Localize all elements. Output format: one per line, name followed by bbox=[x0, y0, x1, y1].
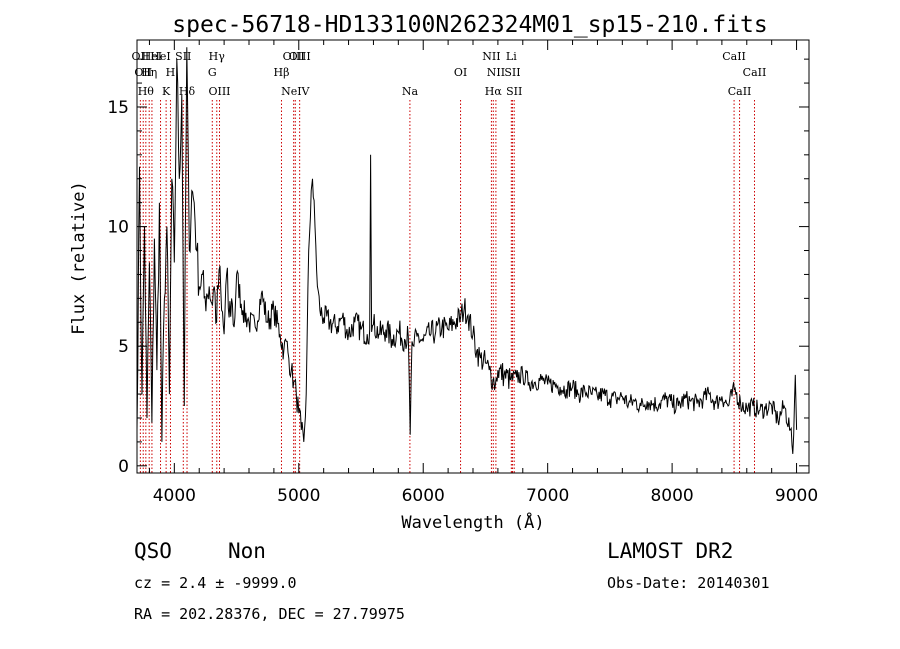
y-tick-label: 10 bbox=[107, 218, 129, 238]
redshift-info: cz = 2.4 ± -9999.0 bbox=[134, 574, 297, 592]
x-tick-label: 7000 bbox=[526, 486, 569, 506]
spectral-line-label-25: CaII bbox=[722, 50, 746, 63]
spectral-line-label-21: NII bbox=[487, 66, 505, 79]
spectral-line-label-11: Hγ bbox=[209, 50, 226, 63]
spectral-line-label-2: Hθ bbox=[138, 85, 155, 98]
x-tick-label: 4000 bbox=[153, 486, 196, 506]
object-class: QSO bbox=[134, 539, 172, 563]
spectral-line-label-7: H bbox=[166, 66, 176, 79]
x-tick-label: 6000 bbox=[402, 486, 445, 506]
spectral-line-markers: OIIOIIHθHηHeIHeIKHSIIHδGHγOIIIHβOIIINeIV… bbox=[132, 50, 767, 473]
spectral-line-label-0: OII bbox=[132, 50, 150, 63]
spectral-line-label-3: Hη bbox=[141, 66, 157, 79]
spectrum-series bbox=[136, 47, 798, 454]
spectral-line-label-20: Hα bbox=[485, 85, 503, 98]
spectral-line-label-5: HeI bbox=[150, 50, 170, 63]
spectral-line-label-15: NeIV bbox=[281, 85, 310, 98]
object-subclass: Non bbox=[228, 539, 266, 563]
spectrum-line bbox=[136, 47, 798, 454]
spectral-line-label-26: CaII bbox=[728, 85, 752, 98]
spectral-line-label-17: Na bbox=[402, 85, 419, 98]
spectral-line-label-22: Li bbox=[506, 50, 517, 63]
x-tick-label: 5000 bbox=[277, 486, 320, 506]
spectral-line-label-19: NII bbox=[482, 50, 500, 63]
coordinates-info: RA = 202.28376, DEC = 27.79975 bbox=[134, 605, 405, 623]
spectral-line-label-24: SII bbox=[506, 85, 522, 98]
spectral-line-label-23: SII bbox=[504, 66, 520, 79]
axis-ticks: 4000 5000 6000 7000 8000 9000 0 5 10 15 bbox=[107, 40, 818, 506]
spectral-line-label-18: OI bbox=[454, 66, 467, 79]
y-axis-label: Flux (relative) bbox=[69, 181, 89, 335]
spectral-line-label-27: CaII bbox=[743, 66, 767, 79]
survey-name: LAMOST DR2 bbox=[607, 539, 733, 563]
spectral-line-label-8: SII bbox=[175, 50, 191, 63]
x-tick-label: 8000 bbox=[650, 486, 693, 506]
y-tick-label: 5 bbox=[118, 337, 129, 357]
x-axis-label: Wavelength (Å) bbox=[401, 511, 544, 533]
chart-title: spec-56718-HD133100N262324M01_sp15-210.f… bbox=[172, 12, 767, 38]
spectral-line-label-1: OII bbox=[134, 66, 152, 79]
observation-date: Obs-Date: 20140301 bbox=[607, 574, 770, 592]
spectral-line-label-14: OIII bbox=[283, 50, 305, 63]
spectral-line-label-6: K bbox=[162, 85, 171, 98]
spectral-line-label-16: OIII bbox=[289, 50, 311, 63]
spectral-line-label-10: G bbox=[208, 66, 217, 79]
spectral-line-label-12: OIII bbox=[208, 85, 230, 98]
spectral-line-label-13: Hβ bbox=[274, 66, 290, 79]
y-tick-label: 0 bbox=[118, 457, 129, 477]
spectral-line-label-4: HeI bbox=[142, 50, 162, 63]
plot-frame bbox=[136, 39, 810, 474]
y-tick-label: 15 bbox=[107, 98, 129, 118]
x-tick-label: 9000 bbox=[775, 486, 818, 506]
